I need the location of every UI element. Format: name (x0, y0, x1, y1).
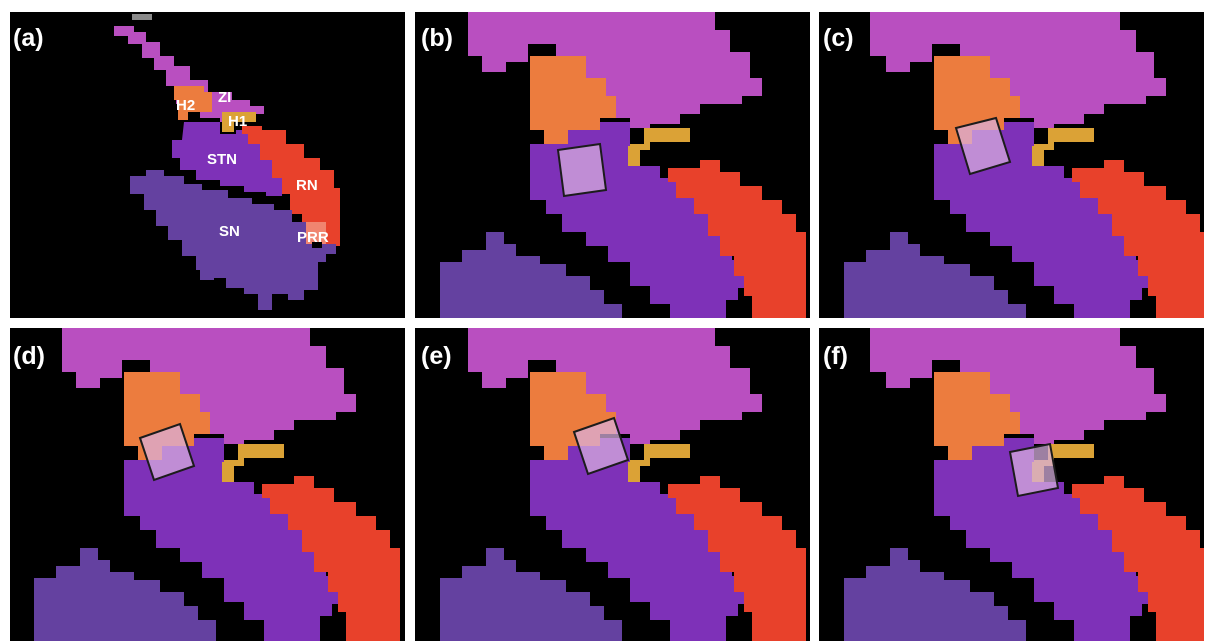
region-sn (440, 232, 622, 318)
prr-notch (312, 242, 322, 248)
panel-f (819, 328, 1204, 641)
region-zi (870, 328, 1166, 444)
region-prr (306, 222, 326, 244)
label-sn: SN (219, 223, 240, 240)
region-rn (1072, 160, 1204, 318)
region-h1 (222, 444, 284, 482)
region-sn (844, 548, 1026, 641)
region-rn (242, 126, 340, 246)
region-h2 (530, 56, 616, 144)
roi-square (1008, 442, 1060, 498)
region-h1 (1032, 128, 1094, 166)
panel-labels: (a) (b) (c) (d) (e) (f) (13, 24, 854, 370)
region-sn (34, 548, 216, 641)
panel-e (415, 328, 810, 641)
panel-label-a: (a) (13, 24, 44, 52)
region-sn-lobe (196, 256, 226, 280)
region-rn (1072, 476, 1204, 641)
region-stn (124, 438, 342, 641)
region-h1 (628, 128, 690, 166)
region-zi (870, 12, 1166, 128)
roi-square (556, 142, 608, 198)
panel-c (819, 12, 1204, 318)
roi-square (954, 116, 1012, 176)
panel-label-d: (d) (13, 342, 45, 370)
region-zi (114, 26, 264, 122)
region-labels: ZI H2 H1 STN RN SN PRR (176, 89, 329, 246)
region-rn (262, 476, 400, 641)
panel-label-b: (b) (421, 24, 453, 52)
panel-label-c: (c) (823, 24, 854, 52)
region-h2 (934, 372, 1020, 460)
region-h2 (934, 56, 1020, 144)
roi-square (138, 422, 196, 482)
label-h2: H2 (176, 97, 195, 114)
roi-square (572, 416, 630, 476)
label-stn: STN (207, 151, 237, 168)
label-zi: ZI (218, 89, 231, 106)
region-zi (62, 328, 356, 444)
panel-a (10, 12, 405, 318)
region-stn (934, 122, 1152, 318)
region-sn (844, 232, 1026, 318)
top-artifact (132, 14, 152, 20)
region-h1 (222, 112, 256, 132)
panel-label-e: (e) (421, 342, 452, 370)
region-rn (668, 476, 806, 641)
region-zi (468, 328, 762, 444)
region-stn (934, 438, 1152, 641)
label-rn: RN (296, 177, 318, 194)
region-h2 (174, 86, 212, 120)
region-sn (130, 170, 336, 310)
region-zi (468, 12, 762, 128)
panel-b (415, 12, 810, 318)
region-h1 (1032, 444, 1094, 482)
panel-d (10, 328, 405, 641)
region-stn (530, 438, 748, 641)
panel-label-f: (f) (823, 342, 848, 370)
label-prr: PRR (297, 229, 329, 246)
region-h1 (628, 444, 690, 482)
region-sn (440, 548, 622, 641)
label-h1: H1 (228, 113, 247, 130)
region-rn (668, 160, 806, 318)
